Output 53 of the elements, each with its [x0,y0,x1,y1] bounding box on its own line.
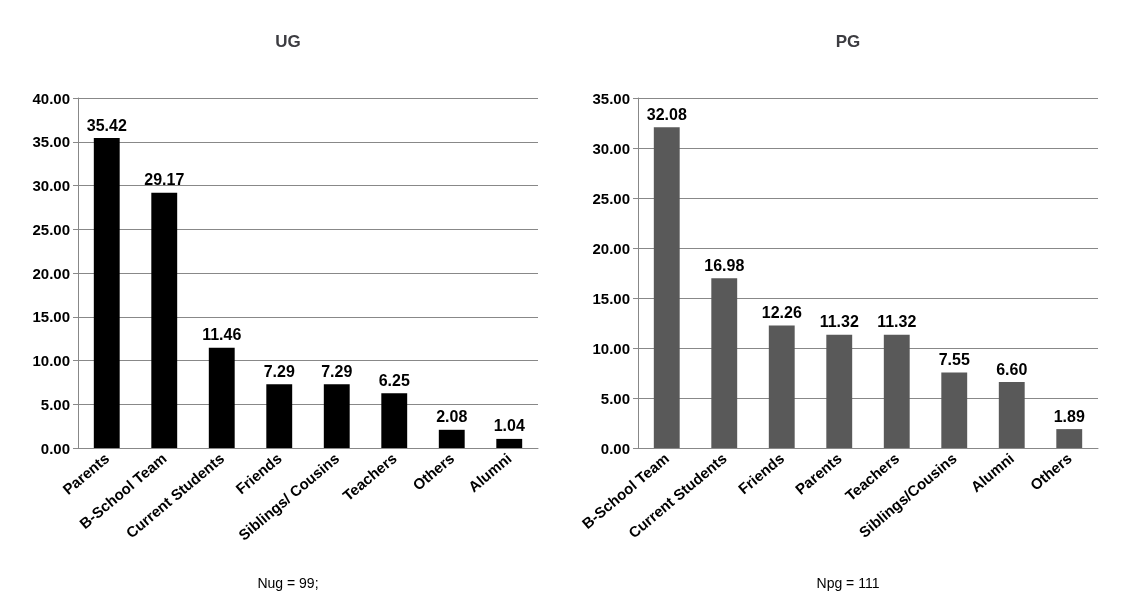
data-label: 1.89 [1053,407,1085,425]
bar [1056,429,1083,448]
y-tick-label: 10.00 [592,339,630,357]
y-tick-label: 25.00 [592,189,630,207]
bar [768,325,795,448]
data-label: 16.98 [704,256,745,274]
bar [941,372,968,448]
data-label: 11.32 [877,313,917,331]
bar [998,382,1025,448]
bar [826,334,853,448]
data-label: 7.55 [938,351,970,368]
y-tick-label: 0.00 [600,439,630,457]
chart-title: UG [275,32,301,51]
bar [438,429,465,448]
data-label: 32.08 [646,105,687,123]
y-tick-label: 35.00 [592,89,630,107]
y-tick-label: 25.00 [32,220,70,238]
y-tick-label: 30.00 [592,139,630,157]
data-label: 12.26 [761,303,802,321]
bar [208,347,235,448]
y-tick-label: 0.00 [40,439,70,457]
bar [883,334,910,448]
data-label: 1.04 [493,417,525,435]
bar [381,393,408,448]
data-label: 35.42 [86,116,127,134]
y-tick-label: 20.00 [32,264,70,282]
y-tick-label: 15.00 [32,308,70,326]
y-tick-label: 10.00 [32,352,70,369]
text: Npg = 111 [816,575,880,591]
data-label: 29.17 [144,171,185,189]
bar [151,192,178,448]
y-tick-label: 5.00 [40,395,70,413]
bar [266,384,293,448]
data-label: 2.08 [436,408,468,426]
data-label: 6.60 [996,360,1028,378]
y-tick-label: 20.00 [592,239,630,257]
chart-title: PG [835,32,861,51]
text: Nug = 99; [257,575,319,591]
data-label: 6.25 [378,371,410,389]
bar [711,278,738,448]
bar [653,127,680,448]
data-label: 11.46 [202,326,242,344]
data-label: 11.32 [819,313,859,331]
y-tick-label: 30.00 [32,177,70,194]
y-tick-label: 5.00 [600,389,630,407]
bar [323,384,350,448]
y-tick-label: 15.00 [592,289,630,307]
y-tick-label: 35.00 [32,133,70,151]
data-label: 7.29 [263,362,295,380]
data-label: 7.29 [321,362,353,380]
bar [93,138,120,448]
bar [496,438,523,448]
y-tick-label: 40.00 [32,89,70,107]
